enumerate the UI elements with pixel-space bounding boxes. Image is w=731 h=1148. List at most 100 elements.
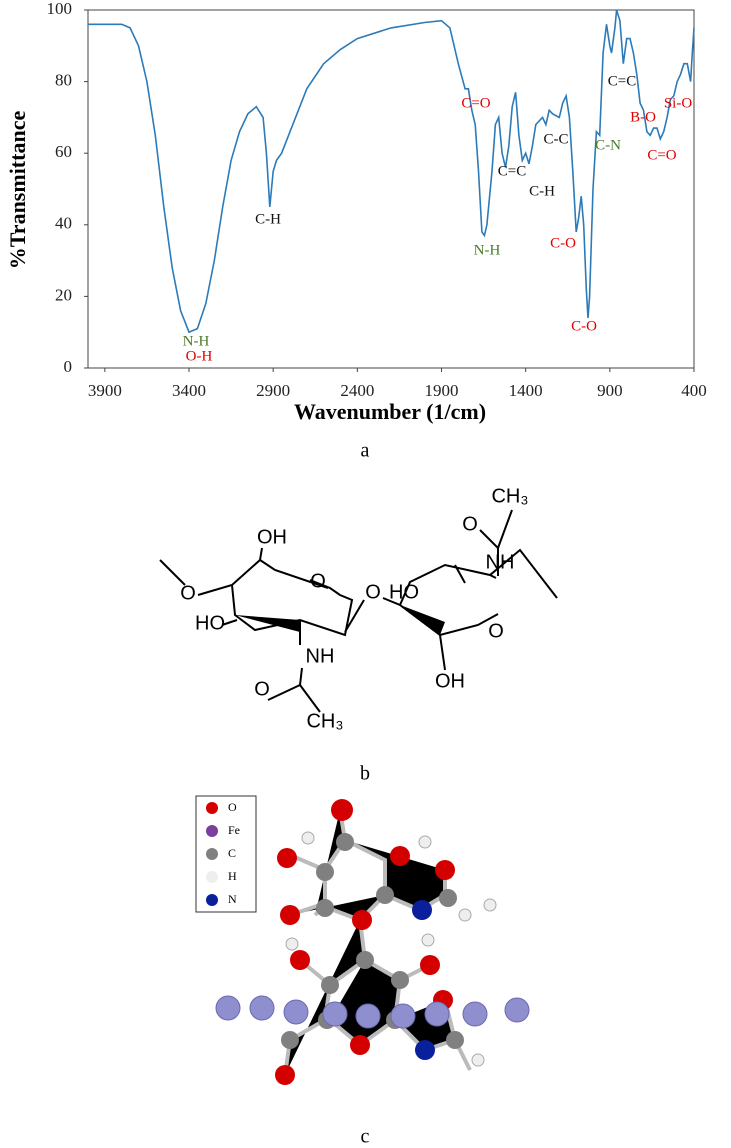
fe-atom [424, 1001, 450, 1027]
y-tick-label: 0 [64, 357, 73, 376]
fe-atom [215, 995, 241, 1021]
atom [301, 831, 315, 845]
atom-label: NH [486, 551, 515, 573]
atom-label: O [310, 570, 326, 592]
atom [471, 1053, 485, 1067]
atom [412, 900, 432, 920]
legend-swatch [206, 848, 218, 860]
atom [331, 799, 353, 821]
x-tick-label: 3400 [172, 381, 206, 400]
molecular-model: c O Fe CHN [195, 795, 530, 1148]
atom [316, 899, 334, 917]
legend-swatch [206, 825, 218, 837]
fe-layer [215, 995, 530, 1029]
atom [421, 933, 435, 947]
atom [321, 976, 339, 994]
atom-label: O [180, 582, 196, 604]
atom [316, 863, 334, 881]
x-tick-label: 1900 [425, 381, 459, 400]
atom-label: O [488, 620, 504, 642]
legend-box [195, 795, 257, 913]
annotation: N-H [183, 333, 210, 349]
atom [281, 1031, 299, 1049]
atom [356, 951, 374, 969]
y-axis-label: %Transmittance [5, 111, 30, 270]
panel-label: a [361, 440, 370, 462]
atom-label: O [462, 513, 478, 535]
annotation: C-N [595, 137, 621, 153]
fe-atom [322, 1001, 348, 1027]
atom [352, 910, 372, 930]
y-tick-label: 20 [55, 285, 72, 304]
fe-atom [462, 1001, 488, 1027]
atom [376, 886, 394, 904]
y-tick-label: 40 [55, 214, 72, 233]
atom [418, 835, 432, 849]
atom [420, 955, 440, 975]
atom-label: OH [435, 670, 465, 692]
atom [280, 905, 300, 925]
atom-label: HO [195, 612, 225, 634]
x-tick-label: 2400 [340, 381, 374, 400]
fe-atom [249, 995, 275, 1021]
panel-label: c [361, 1126, 370, 1148]
annotation: C-H [529, 183, 555, 199]
plot-frame [87, 9, 695, 369]
atom [446, 1031, 464, 1049]
atom-label: O [365, 581, 381, 603]
atom [275, 1065, 295, 1085]
annotation: B-O [630, 109, 656, 125]
atom [439, 889, 457, 907]
bonds [159, 509, 558, 713]
annotation: C=C [498, 163, 526, 179]
atom [285, 937, 299, 951]
ftir-chart: Wavenumber (1/cm) %Transmittance a 3900 3… [5, 0, 707, 462]
x-tick-label: 3900 [88, 381, 122, 400]
x-tick-label: 1400 [509, 381, 543, 400]
atom [277, 848, 297, 868]
annotation: C=C [608, 73, 636, 89]
wedge-bonds [235, 605, 445, 635]
atom-label: NH [306, 645, 335, 667]
annotation: C-H [255, 211, 281, 227]
y-tick-label: 100 [47, 0, 73, 18]
fe-atom [355, 1003, 381, 1029]
x-tick-label: 900 [597, 381, 623, 400]
panel-label: b [360, 763, 370, 785]
legend-swatch [206, 894, 218, 906]
atom [336, 833, 354, 851]
annotation: N-H [474, 242, 501, 258]
atom [350, 1035, 370, 1055]
fe-atom [283, 999, 309, 1025]
annotation: C=O [461, 95, 490, 111]
atom [415, 1040, 435, 1060]
x-axis-label: Wavenumber (1/cm) [294, 399, 486, 424]
atoms [275, 799, 497, 1085]
atom [483, 898, 497, 912]
legend-label: C [228, 846, 236, 860]
legend-label: N [228, 892, 237, 906]
annotation: C-O [550, 235, 576, 251]
atom-label: CH₃ [491, 485, 528, 507]
y-tick-label: 60 [55, 142, 72, 161]
spectrum-line [88, 9, 695, 334]
atom-label: OH [257, 526, 287, 548]
x-tick-label: 2900 [256, 381, 290, 400]
atom [435, 860, 455, 880]
y-tick-label: 80 [55, 71, 72, 90]
legend-swatch [206, 871, 218, 883]
atom [390, 846, 410, 866]
x-tick-label: 400 [681, 381, 707, 400]
annotation: C-O [571, 318, 597, 334]
legend-label: Fe [228, 823, 240, 837]
annotation: C=O [647, 147, 676, 163]
legend-swatch [206, 802, 218, 814]
atom-label: CH₃ [306, 710, 343, 732]
legend-label: H [228, 869, 237, 883]
atom [391, 971, 409, 989]
fe-atom [504, 997, 530, 1023]
fe-atom [390, 1003, 416, 1029]
atom-label: O [254, 678, 270, 700]
